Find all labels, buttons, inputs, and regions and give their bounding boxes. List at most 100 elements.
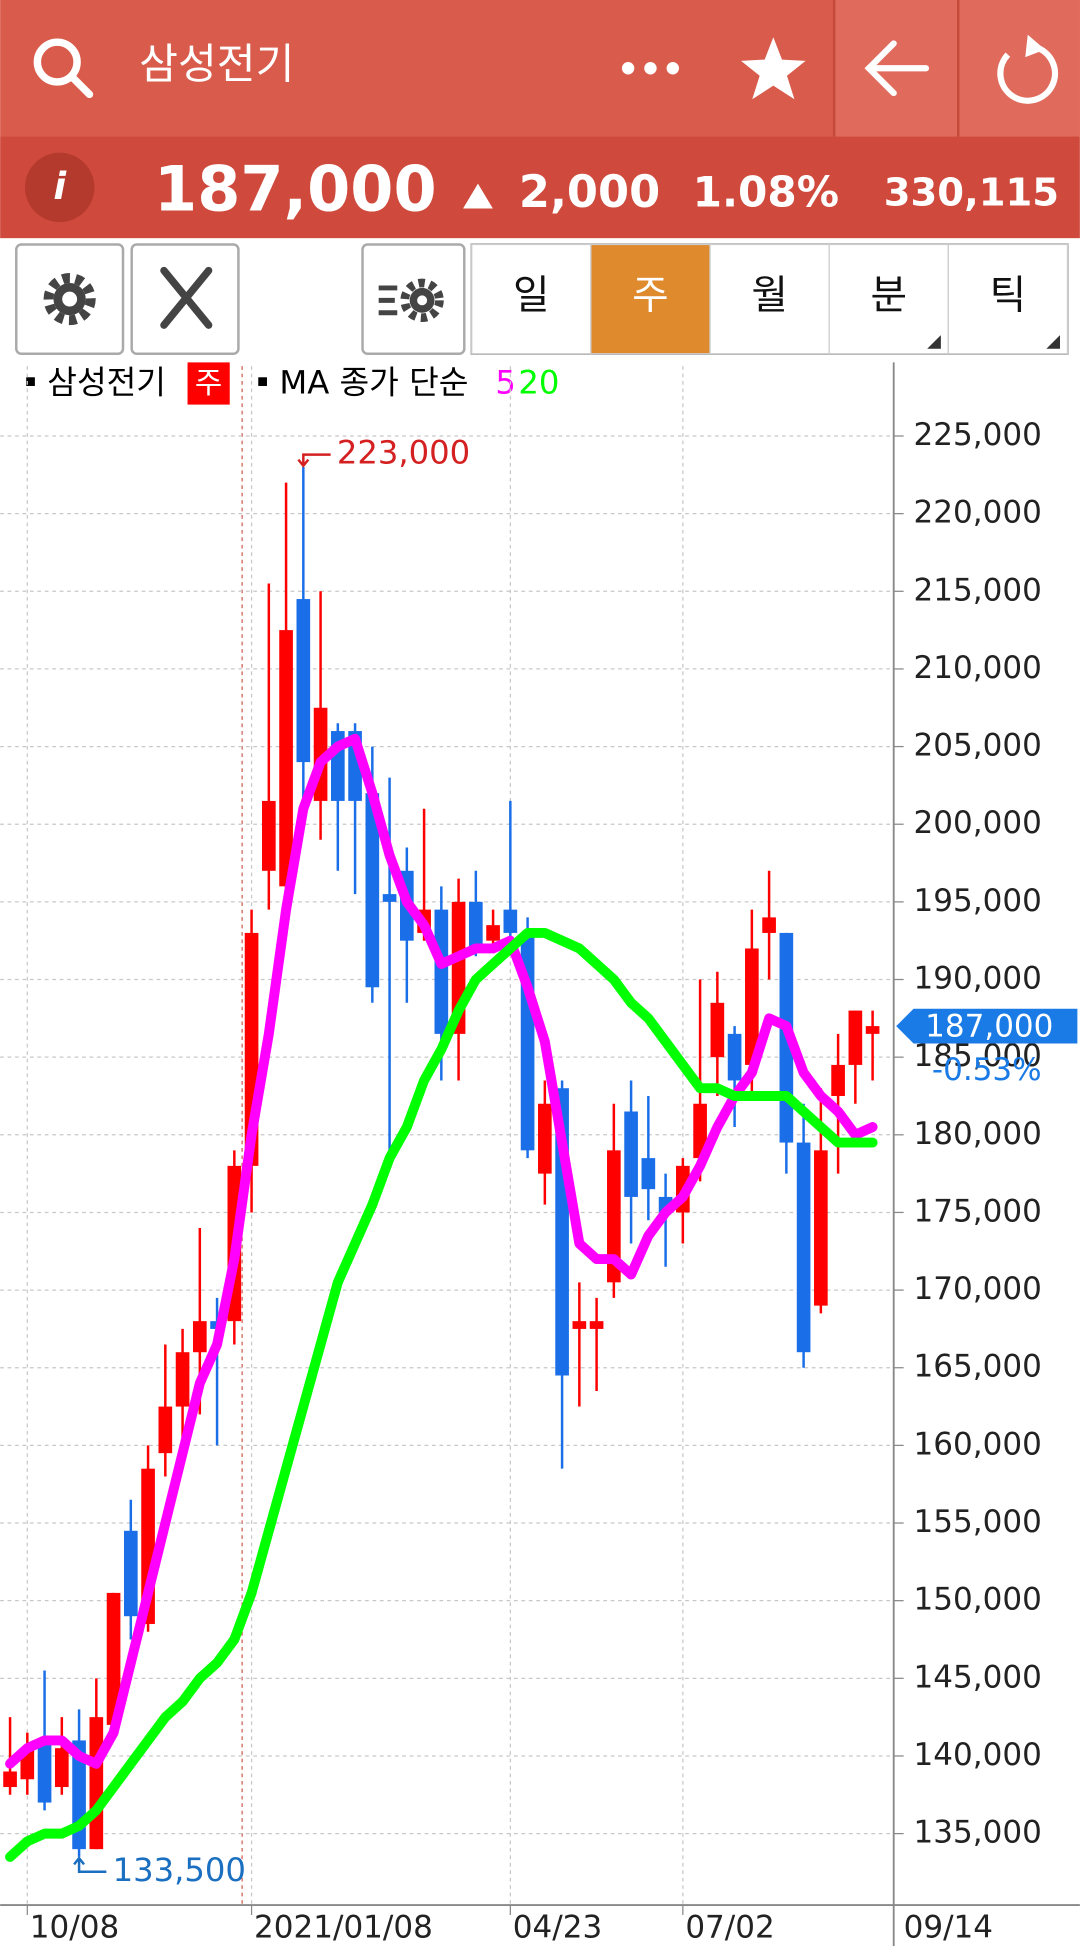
stock-name[interactable]: 삼성전기 [139,40,294,89]
candle-body [175,1352,190,1407]
back-icon[interactable] [864,40,930,97]
candle-body [158,1406,173,1454]
candle-body [296,599,311,763]
tab[interactable] [590,243,711,355]
candle-body [89,1717,104,1850]
candle-body [106,1592,121,1725]
y-tick-label: 195,000 [914,883,1042,919]
y-tick-label: 210,000 [914,650,1042,686]
quote-bar [0,136,1080,239]
y-tick-label: 175,000 [914,1193,1042,1229]
y-tick-label: 220,000 [914,495,1042,531]
annotation-label: 133,500 [113,1851,246,1889]
y-tick-label: 155,000 [914,1504,1042,1540]
price-change: 2,000 [519,166,660,218]
legend-marker [26,377,35,386]
legend-series: 20 [518,364,559,402]
candle-body [538,1103,552,1174]
indicator-icon [378,278,444,323]
search-icon[interactable] [33,38,94,99]
tab-dropdown-mark [1046,335,1061,349]
price-marker-change: -0.53% [932,1052,1042,1088]
candle-body [831,1064,845,1096]
tab-label[interactable]: 주 [632,272,669,318]
current-date-label: 09/14 [904,1910,993,1946]
gear-icon [43,273,96,326]
candle-body [469,901,483,949]
y-tick-label: 135,000 [914,1815,1042,1851]
candle-body [365,793,380,988]
y-tick-label: 205,000 [914,728,1042,764]
candle-body [693,1103,707,1159]
candle-body [589,1321,604,1329]
candle-body [279,630,293,887]
annotation-label: 223,000 [337,434,470,472]
y-tick-label: 140,000 [914,1737,1042,1773]
candle-body [727,1033,742,1081]
y-tick-label: 160,000 [914,1426,1042,1462]
period-badge-text: 주 [195,366,222,401]
y-tick-label: 190,000 [914,961,1042,997]
x-tick-label: 10/08 [30,1910,119,1946]
candle-body [607,1150,621,1283]
y-tick-label: 225,000 [914,417,1042,453]
change-percent: 1.08% [693,167,839,216]
annotation-arrow [73,1856,107,1874]
legend-marker [258,377,267,386]
candle-body [434,909,449,1034]
candle-body [745,948,759,1065]
volume: 330,115 [884,170,1059,215]
favorite-icon[interactable] [741,37,806,100]
tab-label[interactable]: 분 [870,272,907,318]
candle-body [3,1771,17,1788]
candle-body [865,1026,880,1034]
info-icon[interactable]: i [53,164,67,208]
candle-body [796,1142,811,1353]
candle-body [382,894,397,902]
tab-label[interactable]: 일 [513,272,550,318]
candle-body [710,1002,725,1058]
candle-body [572,1321,587,1329]
legend-series: 5 [495,364,516,402]
price-marker [896,1008,1078,1044]
candle-body [814,1150,828,1306]
candle-body [848,1010,863,1065]
y-tick-label: 165,000 [914,1349,1042,1385]
info-button[interactable] [24,152,95,223]
candle-body [624,1111,638,1197]
ma-line [5,927,878,1862]
y-tick-label: 170,000 [914,1271,1042,1307]
candle-body [262,800,276,871]
ma-line [5,733,878,1769]
refresh-icon[interactable] [997,34,1059,104]
up-arrow [463,183,493,209]
candle-body [762,917,776,933]
candle-body [54,1748,69,1788]
x-tick-label: 04/23 [513,1910,602,1946]
x-tick-label: 2021/01/08 [254,1910,433,1946]
candle-body [503,909,518,933]
tab-label[interactable]: 월 [751,272,788,318]
chart: 삼성전기 주 MA 종가 단순 5 20 135,000 140,000 145,000… [0,362,1080,1946]
legend-ma-label: MA 종가 단순 [279,364,468,402]
legend-symbol: 삼성전기 [47,364,166,402]
candle-body [192,1321,207,1353]
tab-dropdown-mark [927,335,941,349]
x-tick-label: 07/02 [685,1910,774,1946]
y-tick-label: 185,000 [914,1038,1042,1074]
y-tick-label: 150,000 [914,1582,1042,1618]
tab[interactable] [947,243,1069,355]
candle-body [486,925,500,941]
tab-label[interactable]: 틱 [990,272,1027,318]
y-tick-label: 145,000 [914,1659,1042,1695]
tab[interactable] [709,243,830,355]
candle-body [123,1530,138,1617]
tab[interactable] [471,243,592,355]
current-price: 187,000 [154,153,437,226]
more-icon[interactable] [621,62,679,75]
y-tick-label: 200,000 [914,805,1042,841]
y-tick-label: 215,000 [914,572,1042,608]
